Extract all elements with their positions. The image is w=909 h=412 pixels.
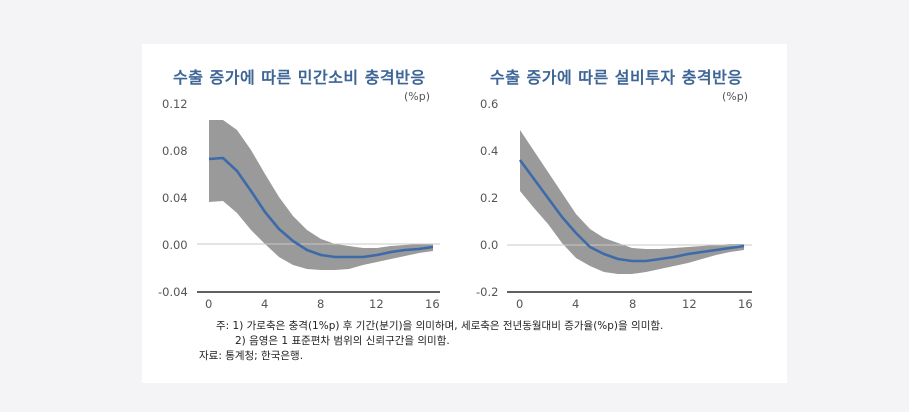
y-axis-labels: 0.6 0.4 0.2 0.0 -0.2 xyxy=(476,97,498,299)
charts-canvas: 0.12 0.08 0.04 0.00 -0.04 0 4 8 12 16 xyxy=(158,97,753,311)
unit-label-consumption: (%p) xyxy=(404,90,431,103)
x-tick: 16 xyxy=(425,297,440,311)
y-tick: 0.4 xyxy=(480,144,498,158)
figure-panel: 수출 증가에 따른 민간소비 충격반응 (%p) 수출 증가에 따른 설비투자 … xyxy=(142,44,787,383)
confidence-band xyxy=(520,130,744,274)
footnotes: 주: 1) 가로축은 충격(1%p) 후 기간(분기)을 의미하며, 세로축은 … xyxy=(199,319,663,364)
x-tick: 12 xyxy=(682,297,697,311)
y-tick: 0.2 xyxy=(480,191,498,205)
y-tick: 0.6 xyxy=(480,97,498,111)
x-tick: 16 xyxy=(738,297,753,311)
chart-title-consumption: 수출 증가에 따른 민간소비 충격반응 xyxy=(173,68,426,87)
confidence-band xyxy=(209,120,433,270)
y-tick: 0.04 xyxy=(162,191,188,205)
note-1: 주: 1) 가로축은 충격(1%p) 후 기간(분기)을 의미하며, 세로축은 … xyxy=(216,320,664,332)
y-tick: 0.12 xyxy=(162,97,188,111)
y-tick: -0.2 xyxy=(476,285,498,299)
x-tick: 8 xyxy=(317,297,324,311)
impulse-response-line xyxy=(518,159,745,263)
impulse-response-line xyxy=(208,156,434,259)
x-tick: 8 xyxy=(629,297,636,311)
x-tick: 12 xyxy=(369,297,384,311)
y-axis-labels: 0.12 0.08 0.04 0.00 -0.04 xyxy=(158,97,188,299)
chart-title-investment: 수출 증가에 따른 설비투자 충격반응 xyxy=(490,68,743,87)
unit-label-investment: (%p) xyxy=(722,90,749,103)
y-tick: 0.08 xyxy=(162,144,188,158)
x-tick: 4 xyxy=(261,297,268,311)
y-tick: 0.0 xyxy=(480,238,498,252)
chart-investment: 0.6 0.4 0.2 0.0 -0.2 0 4 8 12 16 xyxy=(476,97,753,311)
x-axis-labels: 0 4 8 12 16 xyxy=(205,297,440,311)
chart-consumption: 0.12 0.08 0.04 0.00 -0.04 0 4 8 12 16 xyxy=(158,97,440,311)
x-tick: 0 xyxy=(205,297,212,311)
x-tick: 4 xyxy=(572,297,579,311)
y-tick: 0.00 xyxy=(162,238,188,252)
x-tick: 0 xyxy=(516,297,523,311)
y-tick: -0.04 xyxy=(158,285,188,299)
source-note: 자료: 통계청; 한국은행. xyxy=(199,350,304,362)
x-axis-labels: 0 4 8 12 16 xyxy=(516,297,753,311)
note-2: 2) 음영은 1 표준편차 범위의 신뢰구간을 의미함. xyxy=(235,335,450,347)
